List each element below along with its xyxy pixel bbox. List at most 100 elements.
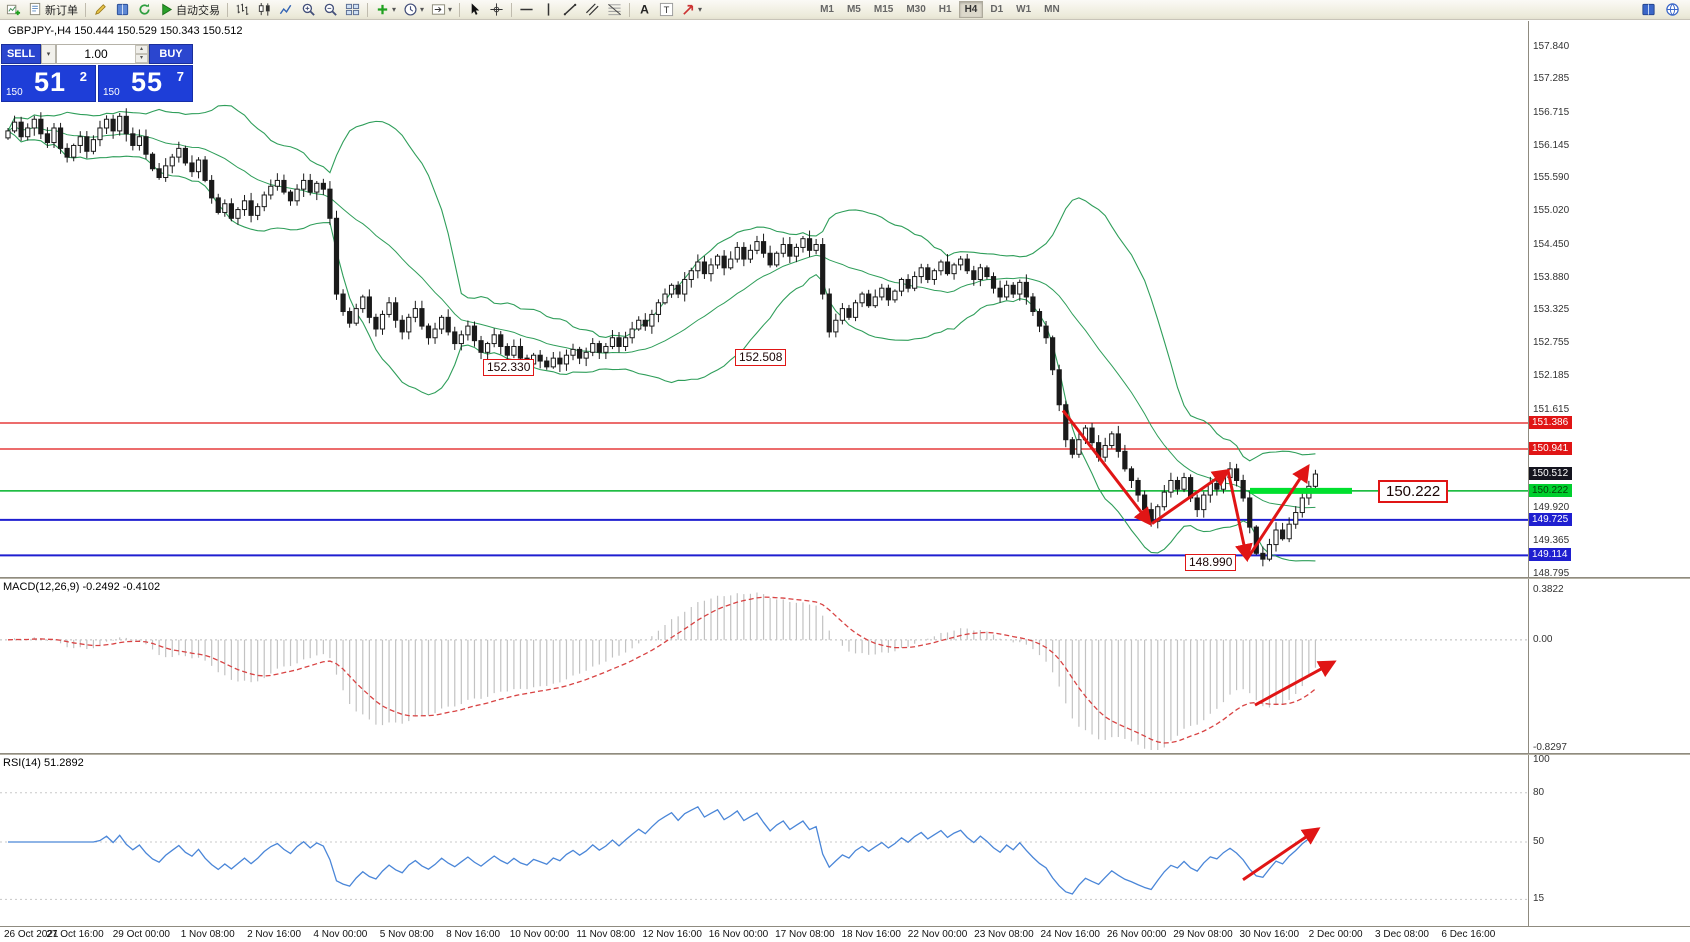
arrows-tool-button[interactable]: ▾ bbox=[678, 1, 705, 19]
buy-price-display[interactable]: 150 55 7 bbox=[98, 65, 193, 102]
price-note-152-508[interactable]: 152.508 bbox=[735, 348, 787, 366]
timeframe-toolbar: M1 M5 M15 M30 H1 H4 D1 W1 MN bbox=[814, 1, 1066, 18]
vertical-line-button[interactable] bbox=[538, 1, 559, 19]
sell-price-prefix: 150 bbox=[6, 87, 23, 98]
cursor-button[interactable] bbox=[464, 1, 485, 19]
panel-splitter[interactable] bbox=[0, 577, 1690, 579]
volume-input[interactable] bbox=[57, 45, 135, 63]
price-tick: 156.715 bbox=[1533, 106, 1570, 118]
crosshair-button[interactable] bbox=[486, 1, 507, 19]
hline-icon bbox=[519, 2, 534, 17]
blue-globe-button[interactable] bbox=[1662, 1, 1683, 19]
sell-button[interactable]: SELL bbox=[1, 44, 41, 64]
periods-button[interactable]: ▾ bbox=[400, 1, 427, 19]
bluebook-icon bbox=[1641, 2, 1656, 17]
price-tick: 151.615 bbox=[1533, 403, 1570, 415]
new-order-button[interactable]: 新订单 bbox=[25, 1, 81, 19]
play-icon bbox=[159, 2, 174, 17]
timeframe-m5-button[interactable]: M5 bbox=[841, 1, 867, 18]
macd-trend-arrow bbox=[1254, 660, 1337, 707]
tile-windows-button[interactable] bbox=[342, 1, 363, 19]
price-axis[interactable]: 157.840 157.285 156.715 156.145 155.590 155.0… bbox=[1528, 21, 1690, 926]
volume-increase-button[interactable]: ▴ bbox=[135, 45, 148, 54]
volume-decrease-button[interactable]: ▾ bbox=[135, 54, 148, 63]
price-badge-150.222: 150.222 bbox=[1529, 483, 1573, 497]
timeframe-m1-button[interactable]: M1 bbox=[814, 1, 840, 18]
rsi-axis-tick: 50 bbox=[1533, 836, 1545, 847]
timeframe-h4-button[interactable]: H4 bbox=[958, 1, 984, 18]
cross-icon bbox=[489, 2, 504, 17]
text-label-button[interactable]: T bbox=[656, 1, 677, 19]
refresh-button[interactable] bbox=[134, 1, 155, 19]
order-icon bbox=[28, 2, 43, 17]
line-icon bbox=[279, 2, 294, 17]
panel-splitter[interactable] bbox=[0, 753, 1690, 755]
macd-axis-tick: -0.8297 bbox=[1533, 742, 1567, 753]
vline-icon bbox=[541, 2, 556, 17]
time-label: 6 Dec 16:00 bbox=[1441, 929, 1496, 940]
indicators-list-button[interactable]: ▾ bbox=[372, 1, 399, 19]
price-tick: 152.185 bbox=[1533, 370, 1570, 382]
price-note-148-990[interactable]: 148.990 bbox=[1185, 553, 1237, 571]
time-label: 1 Nov 08:00 bbox=[180, 929, 235, 940]
book-icon bbox=[115, 2, 130, 17]
chart-line-button[interactable] bbox=[276, 1, 297, 19]
timeframe-h1-button[interactable]: H1 bbox=[933, 1, 958, 18]
price-note-150-222[interactable]: 150.222 bbox=[1378, 480, 1449, 504]
time-label: 30 Nov 16:00 bbox=[1239, 929, 1300, 940]
rsi-trend-arrow bbox=[1242, 827, 1321, 881]
text-button[interactable]: A bbox=[634, 1, 655, 19]
timeframe-d1-button[interactable]: D1 bbox=[984, 1, 1009, 18]
new-chart-button[interactable] bbox=[3, 1, 24, 19]
equidistant-channel-button[interactable] bbox=[582, 1, 603, 19]
toolbar-separator bbox=[629, 2, 631, 17]
volume-steppers: ▴ ▾ bbox=[135, 45, 148, 63]
price-badge-149.114: 149.114 bbox=[1529, 548, 1572, 562]
zoom-out-button[interactable] bbox=[320, 1, 341, 19]
fibonacci-retracement-button[interactable] bbox=[604, 1, 625, 19]
autotrading-button[interactable]: 自动交易 bbox=[156, 1, 223, 19]
market-watch-button[interactable] bbox=[112, 1, 133, 19]
clock-icon bbox=[403, 2, 418, 17]
templates-button[interactable]: ▾ bbox=[428, 1, 455, 19]
macd-axis-tick: 0.00 bbox=[1533, 633, 1553, 645]
toolbar-separator bbox=[459, 2, 461, 17]
time-label: 23 Nov 08:00 bbox=[974, 929, 1034, 940]
timeframe-w1-button[interactable]: W1 bbox=[1010, 1, 1037, 18]
chart-candlesticks-button[interactable] bbox=[254, 1, 275, 19]
time-axis[interactable]: 26 Oct 2021 27 Oct 16:00 29 Oct 00:00 1 Nov… bbox=[0, 926, 1690, 942]
timeframe-mn-button[interactable]: MN bbox=[1038, 1, 1066, 18]
sell-price-sup: 2 bbox=[79, 69, 87, 84]
candles-layer bbox=[5, 108, 1319, 567]
timeframe-m30-button[interactable]: M30 bbox=[900, 1, 931, 18]
channel-icon bbox=[585, 2, 600, 17]
horizontal-line-button[interactable] bbox=[516, 1, 537, 19]
time-label: 22 Nov 00:00 bbox=[907, 929, 968, 940]
zoom-in-button[interactable] bbox=[298, 1, 319, 19]
buy-button[interactable]: BUY bbox=[149, 44, 193, 64]
sell-price-display[interactable]: 150 51 2 bbox=[1, 65, 96, 102]
grid-icon bbox=[345, 2, 360, 17]
price-tick: 156.145 bbox=[1533, 139, 1570, 151]
price-note-152-330[interactable]: 152.330 bbox=[483, 359, 535, 377]
blue-book-button[interactable] bbox=[1638, 1, 1659, 19]
metaeditor-button[interactable] bbox=[90, 1, 111, 19]
chevron-down-icon: ▾ bbox=[698, 5, 703, 14]
trend-arrow bbox=[1061, 409, 1152, 526]
zoomout-icon bbox=[323, 2, 338, 17]
timeframe-m15-button[interactable]: M15 bbox=[868, 1, 899, 18]
chart-plus-icon bbox=[6, 2, 21, 17]
chart-ohlc-header: GBPJPY-,H4 150.444 150.529 150.343 150.5… bbox=[8, 25, 243, 37]
volume-dropdown-button[interactable]: ▾ bbox=[41, 44, 56, 64]
trend-arrow bbox=[1151, 468, 1231, 525]
bollinger-upper-band bbox=[7, 104, 1316, 462]
chart-bars-button[interactable] bbox=[232, 1, 253, 19]
chevron-down-icon: ▾ bbox=[46, 51, 51, 58]
time-label: 10 Nov 00:00 bbox=[509, 929, 570, 940]
trendline-button[interactable] bbox=[560, 1, 581, 19]
macd-indicator-label: MACD(12,26,9) -0.2492 -0.4102 bbox=[3, 581, 161, 593]
price-tick: 154.450 bbox=[1533, 238, 1570, 250]
bollinger-middle-band bbox=[7, 125, 1316, 509]
time-label: 2 Dec 00:00 bbox=[1308, 929, 1363, 940]
